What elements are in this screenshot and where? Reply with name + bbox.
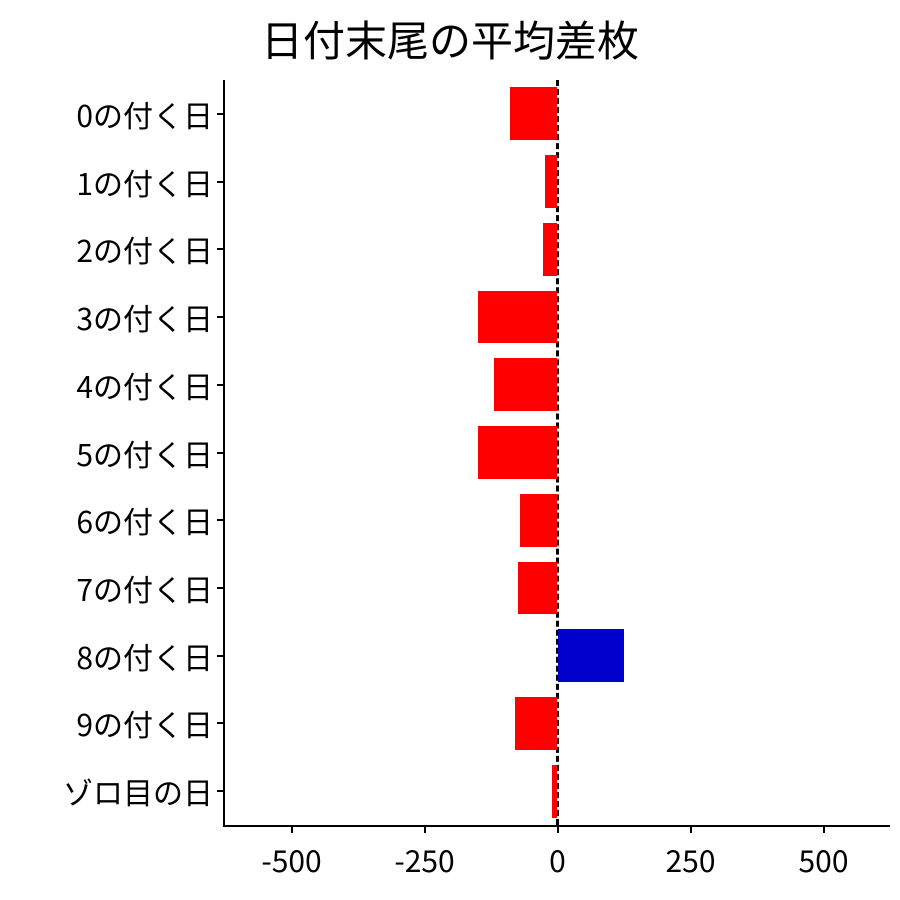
x-tick-mark <box>557 825 559 833</box>
y-tick-mark <box>217 452 225 454</box>
bar <box>510 87 558 140</box>
y-tick-mark <box>217 113 225 115</box>
plot-area <box>225 80 890 825</box>
bar <box>558 629 625 682</box>
x-tick-mark <box>823 825 825 833</box>
chart-title: 日付末尾の平均差枚 <box>0 8 900 69</box>
x-tick-mark <box>424 825 426 833</box>
y-tick-mark <box>217 519 225 521</box>
y-tick-label: 6の付く日 <box>76 498 213 542</box>
x-tick-label: 0 <box>549 837 566 881</box>
y-tick-mark <box>217 316 225 318</box>
bar <box>520 494 557 547</box>
bar <box>518 562 558 615</box>
y-tick-label: 7の付く日 <box>76 566 213 610</box>
chart-container: 日付末尾の平均差枚 0の付く日 1の付く日 2の付く日 3の付く日 4の付く日 5の付く日… <box>0 0 900 900</box>
y-tick-label: 0の付く日 <box>76 92 213 136</box>
y-tick-mark <box>217 722 225 724</box>
y-tick-label: 4の付く日 <box>76 363 213 407</box>
y-tick-label: 8の付く日 <box>76 634 213 678</box>
bar <box>543 223 558 276</box>
bar <box>494 358 558 411</box>
y-tick-label: 9の付く日 <box>76 701 213 745</box>
bar <box>515 697 558 750</box>
bar <box>478 291 558 344</box>
y-tick-mark <box>217 655 225 657</box>
y-tick-mark <box>217 384 225 386</box>
y-tick-mark <box>217 181 225 183</box>
y-tick-mark <box>217 790 225 792</box>
x-tick-mark <box>690 825 692 833</box>
y-tick-label: 1の付く日 <box>76 160 213 204</box>
x-tick-label: -500 <box>261 837 321 881</box>
x-tick-label: -250 <box>394 837 454 881</box>
bar <box>478 426 558 479</box>
y-tick-label: 5の付く日 <box>76 431 213 475</box>
x-tick-label: 500 <box>799 837 849 881</box>
y-tick-label: 3の付く日 <box>76 295 213 339</box>
y-tick-mark <box>217 248 225 250</box>
x-tick-mark <box>291 825 293 833</box>
y-tick-label: 2の付く日 <box>76 227 213 271</box>
bar <box>552 765 557 818</box>
x-tick-label: 250 <box>666 837 716 881</box>
y-tick-mark <box>217 587 225 589</box>
bar <box>545 155 558 208</box>
y-tick-label: ゾロ目の日 <box>63 769 213 813</box>
